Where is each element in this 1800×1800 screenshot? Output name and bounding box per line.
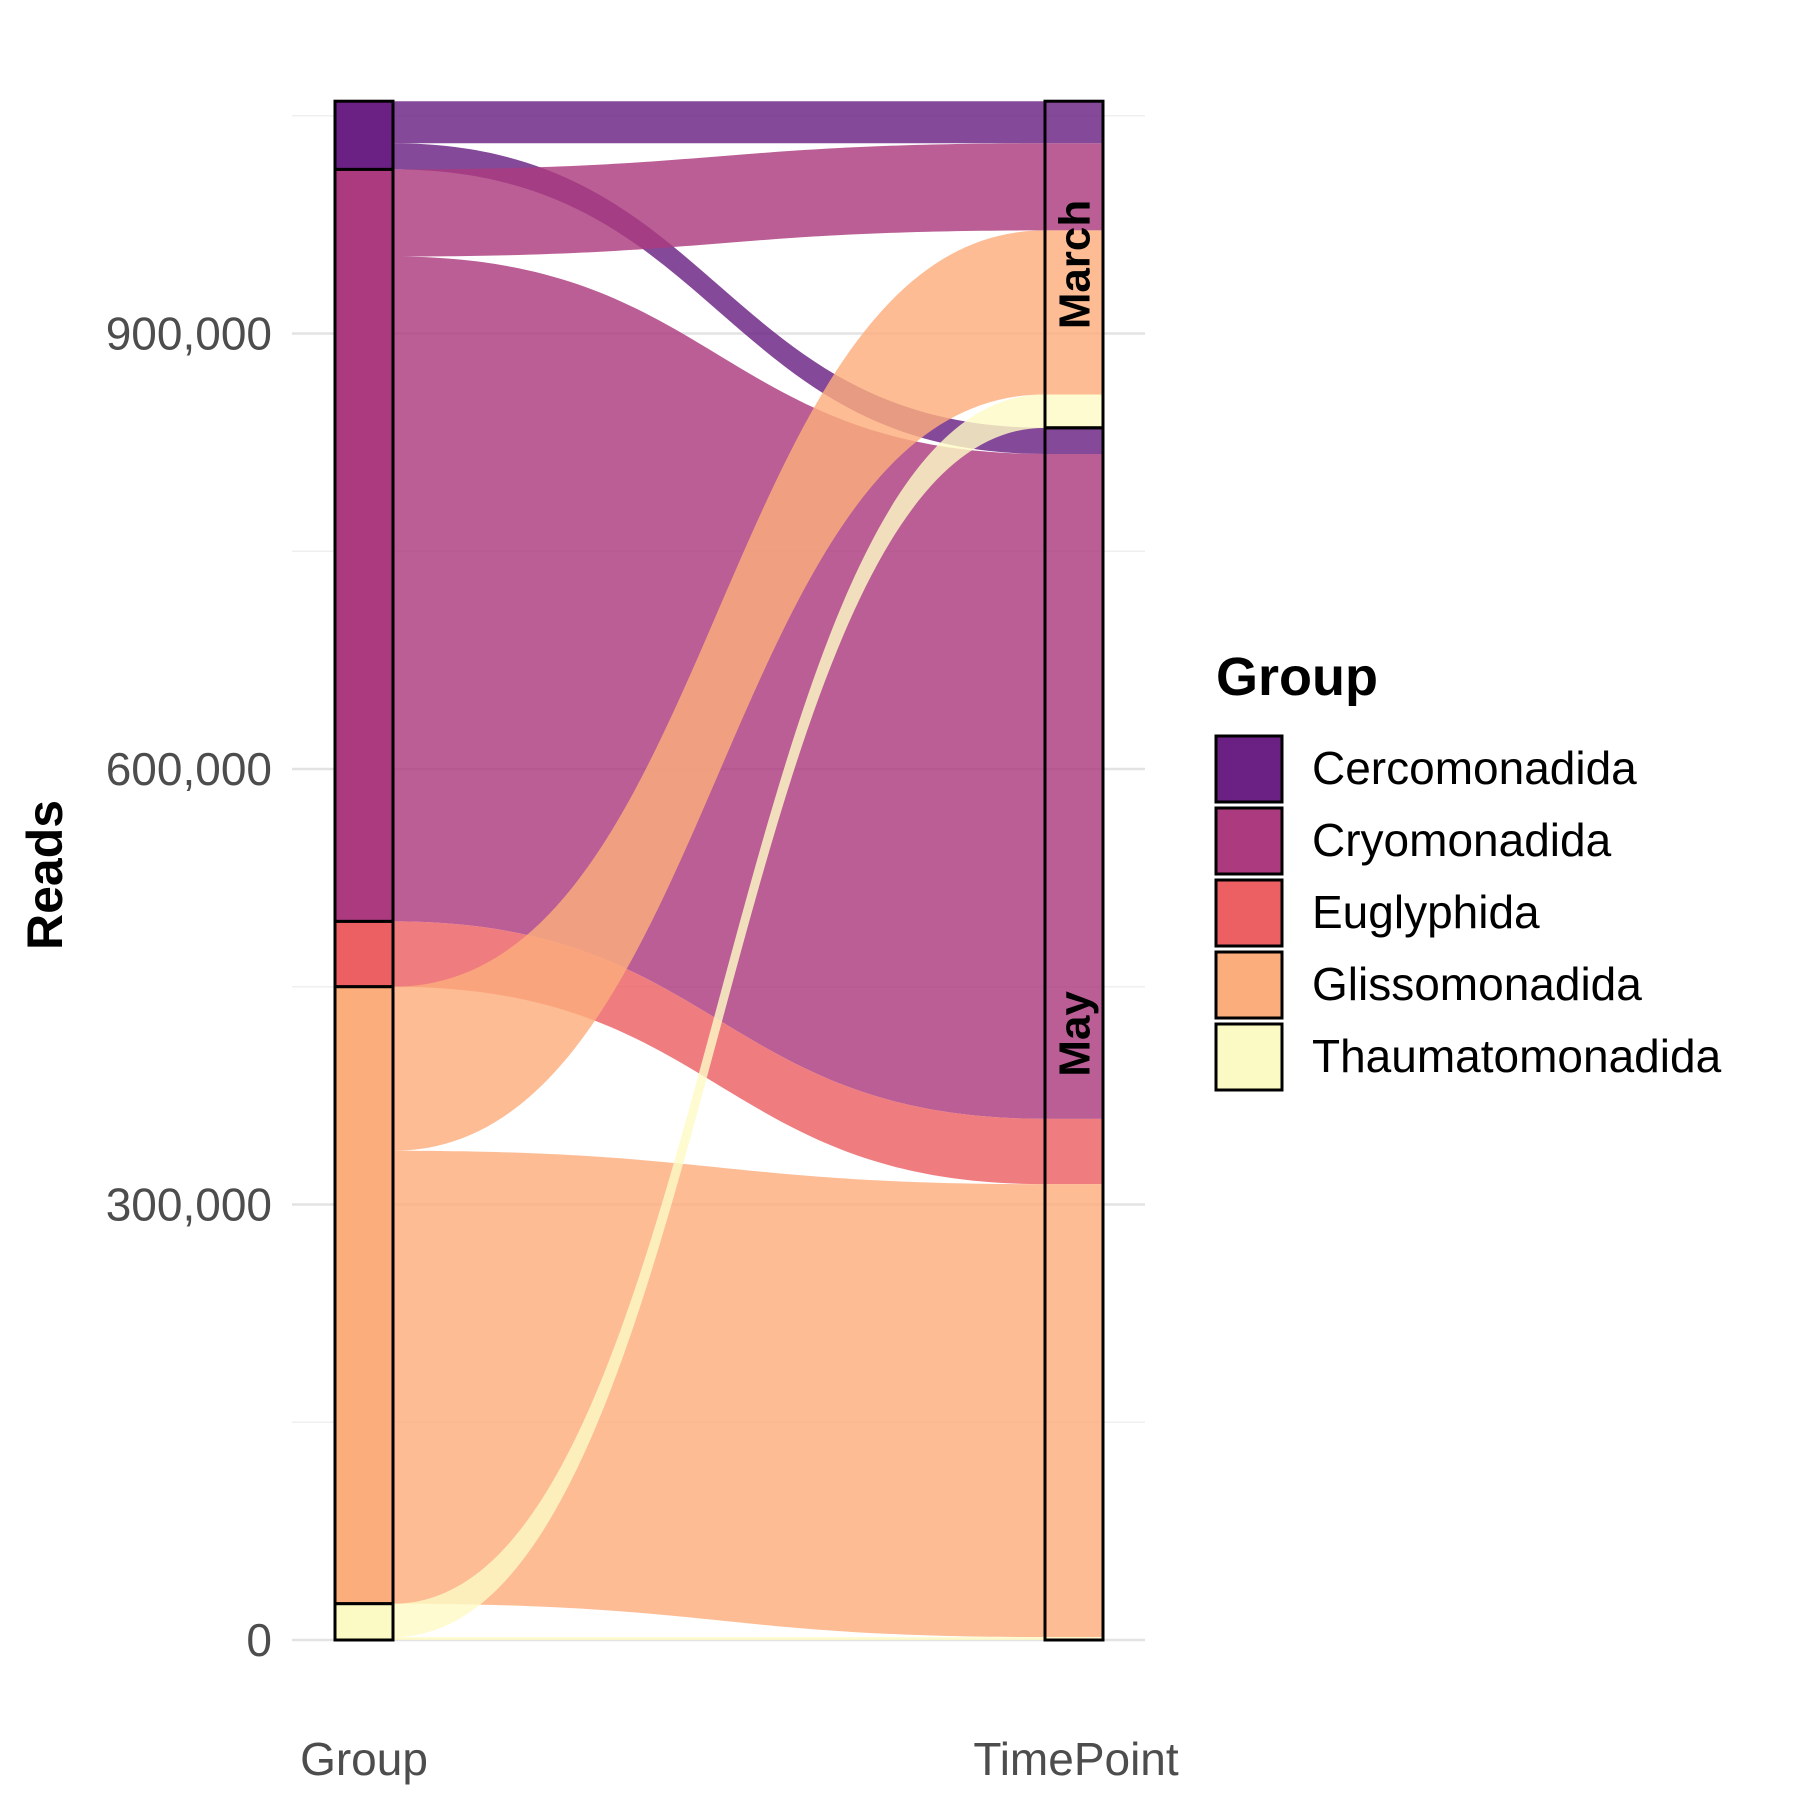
stratum-group-cercomonadida — [333, 99, 395, 171]
y-axis-ticks: 0 300,000 600,000 900,000 — [106, 307, 272, 1666]
legend-label-euglyphida: Euglyphida — [1312, 886, 1540, 938]
y-tick-label: 900,000 — [106, 307, 272, 359]
y-tick-label: 300,000 — [106, 1178, 272, 1230]
legend-label-cercomonadida: Cercomonadida — [1312, 742, 1637, 794]
flow-cryomonadida-march — [335, 143, 1104, 257]
flow-cercomonadida-may — [335, 143, 1104, 454]
strata-layer: March May — [333, 99, 1105, 1642]
stratum-label-march: March — [1051, 200, 1100, 330]
y-tick-label: 0 — [246, 1614, 272, 1666]
legend-label-thaumatomonadida: Thaumatomonadida — [1312, 1030, 1722, 1082]
legend-swatch-thaumatomonadida — [1214, 1022, 1284, 1092]
flow-cercomonadida-march — [335, 101, 1104, 144]
stratum-group-thaumatomonadida — [333, 1602, 395, 1642]
legend-swatch-euglyphida — [1214, 878, 1284, 948]
legend-swatch-glissomonadida — [1214, 950, 1284, 1020]
stratum-timepoint-may — [1043, 426, 1105, 1642]
flow-thaumatomonadida-may — [335, 1637, 1104, 1640]
legend-label-glissomonadida: Glissomonadida — [1312, 958, 1642, 1010]
y-tick-label: 600,000 — [106, 743, 272, 795]
x-axis-label-timepoint: TimePoint — [973, 1733, 1179, 1785]
stratum-group-euglyphida — [333, 919, 395, 989]
x-axis-label-group: Group — [300, 1733, 428, 1785]
flow-thaumatomonadida-march — [335, 394, 1104, 1638]
legend-label-cryomonadida: Cryomonadida — [1312, 814, 1612, 866]
stratum-group-glissomonadida — [333, 985, 395, 1606]
legend-swatch-cryomonadida — [1214, 806, 1284, 876]
flow-layer — [335, 101, 1104, 1640]
stratum-group-cryomonadida — [333, 167, 395, 923]
flow-glissomonadida-may — [335, 1150, 1104, 1638]
stratum-label-may: May — [1051, 991, 1100, 1077]
flow-glissomonadida-march — [335, 230, 1104, 1151]
legend-swatch-cercomonadida — [1214, 734, 1284, 804]
legend: Group Cercomonadida Cryomonadida Euglyphid… — [1214, 647, 1722, 1092]
legend-title: Group — [1216, 647, 1378, 707]
y-axis-title: Reads — [17, 800, 73, 950]
